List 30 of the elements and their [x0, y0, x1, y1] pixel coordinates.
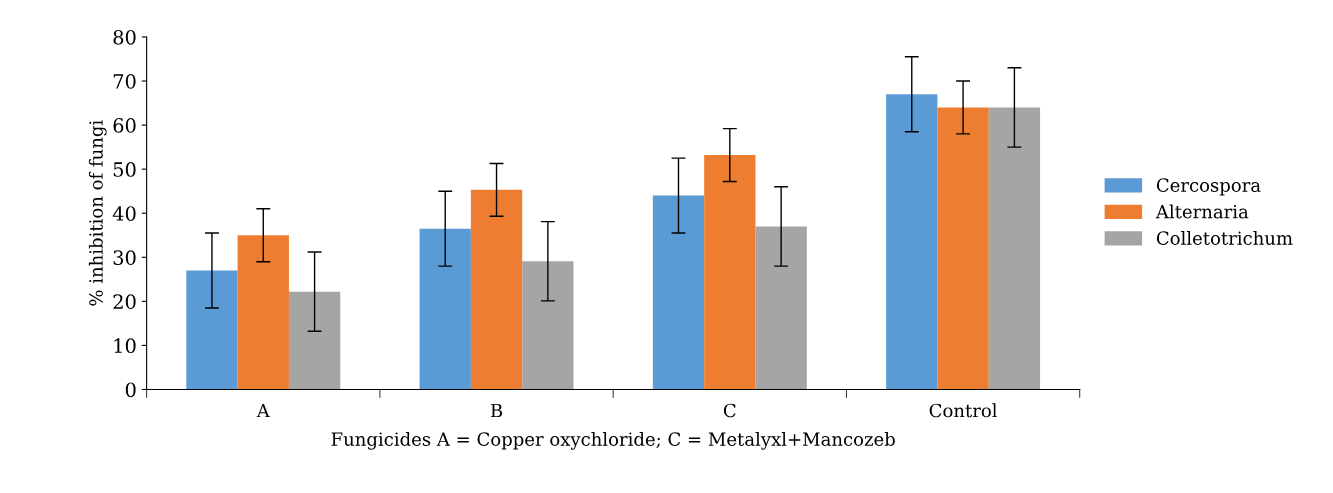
bar — [652, 195, 705, 390]
legend-label: Alternaria — [1155, 204, 1249, 219]
y-axis-title: % inhibition of fungi — [88, 120, 107, 306]
bar — [937, 107, 989, 390]
y-tick-label: 40 — [112, 206, 136, 221]
x-tick-label: A — [256, 403, 270, 418]
bar — [470, 189, 523, 390]
bar — [755, 226, 807, 390]
legend-label: Cercospora — [1156, 178, 1261, 196]
bar — [186, 270, 238, 390]
bar — [237, 235, 289, 390]
y-tick-label: 80 — [113, 29, 136, 45]
x-tick-label: C — [723, 403, 736, 418]
y-tick-label: 70 — [113, 73, 136, 89]
bar — [419, 228, 471, 390]
bar — [522, 261, 574, 390]
bar — [988, 107, 1041, 390]
y-tick-label: 60 — [113, 118, 136, 133]
y-tick-label: 20 — [113, 294, 136, 310]
x-axis-title: Fungicides A = Copper oxychloride; C = Metalyxl+Mancozeb — [331, 431, 895, 450]
y-tick-label: 50 — [113, 162, 136, 177]
y-tick-label: 10 — [114, 338, 136, 354]
legend-label: Colletotrichum — [1156, 230, 1293, 245]
bar — [288, 291, 341, 390]
x-tick-label: Control — [929, 403, 997, 418]
y-tick-label: 30 — [113, 250, 136, 265]
y-tick-label: 0 — [125, 382, 136, 398]
x-tick-label: B — [490, 403, 503, 418]
bar — [704, 155, 756, 390]
bar — [886, 94, 938, 390]
